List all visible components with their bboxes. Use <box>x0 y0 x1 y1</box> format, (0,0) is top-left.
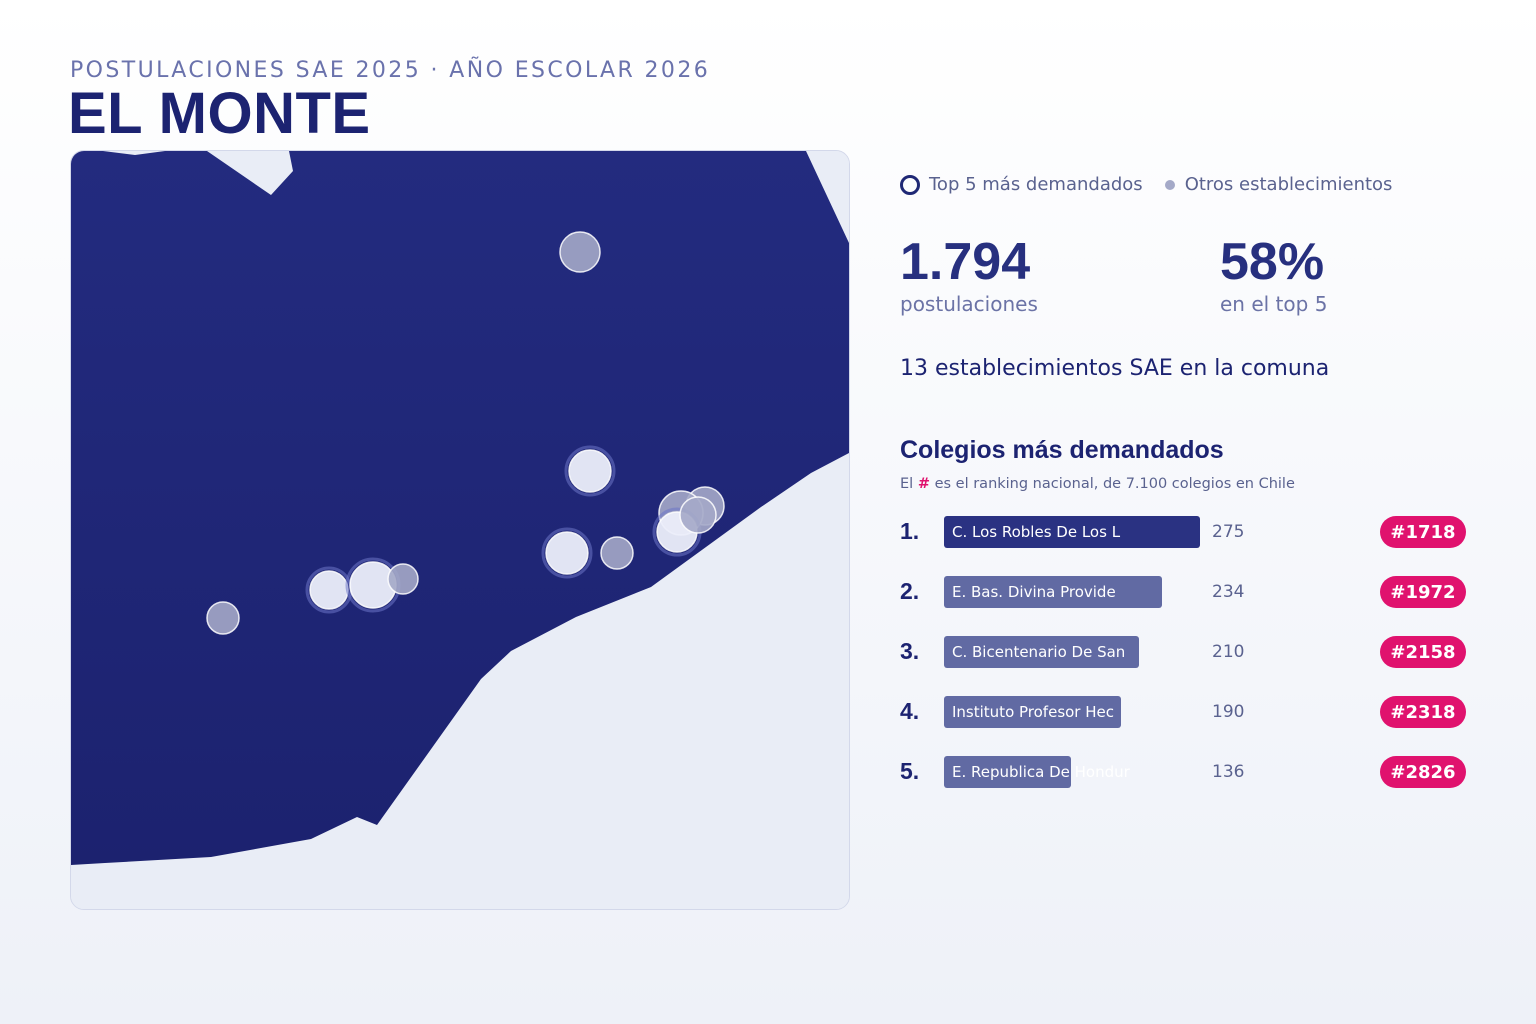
national-rank-badge: #2826 <box>1380 756 1466 788</box>
ranking-note-hash: # <box>917 476 930 492</box>
application-count: 136 <box>1212 762 1245 782</box>
school-name: Instituto Profesor Hec <box>952 703 1114 721</box>
school-marker-other[interactable] <box>206 601 240 635</box>
ranking-row[interactable]: 5. E. Republica De Hondur 136 #2826 <box>900 756 1466 788</box>
national-rank-badge: #2318 <box>1380 696 1466 728</box>
ranking-title: Colegios más demandados <box>900 436 1224 464</box>
stat-applications-label: postulaciones <box>900 292 1038 316</box>
demand-bar <box>944 516 1200 548</box>
application-count: 190 <box>1212 702 1245 722</box>
national-rank-badge: #1718 <box>1380 516 1466 548</box>
map-canvas <box>71 151 849 909</box>
demand-bar <box>944 756 1071 788</box>
rank-number: 2. <box>900 578 920 604</box>
school-marker-top5[interactable] <box>309 570 349 610</box>
national-rank-badge: #2158 <box>1380 636 1466 668</box>
rank-number: 1. <box>900 518 920 544</box>
school-name: E. Republica De Hondur <box>952 763 1130 781</box>
commune-map[interactable] <box>70 150 850 910</box>
demand-bar <box>944 696 1121 728</box>
school-marker-top5[interactable] <box>545 531 589 575</box>
page-title: EL MONTE <box>68 81 371 146</box>
school-marker-top5[interactable] <box>568 449 612 493</box>
stat-top5-share-value: 58% <box>1220 233 1325 291</box>
school-marker-other[interactable] <box>387 563 419 595</box>
school-name: C. Los Robles De Los L <box>952 523 1121 541</box>
rank-number: 5. <box>900 758 920 784</box>
application-count: 210 <box>1212 642 1245 662</box>
stat-top5-share: 58% en el top 5 <box>1220 232 1327 316</box>
ranking-row[interactable]: 2. E. Bas. Divina Provide 234 #1972 <box>900 576 1466 608</box>
ranking-note: El # es el ranking nacional, de 7.100 co… <box>900 476 1295 492</box>
school-marker-other[interactable] <box>559 231 601 273</box>
ranking-row[interactable]: 3. C. Bicentenario De San 210 #2158 <box>900 636 1466 668</box>
application-count: 234 <box>1212 582 1245 602</box>
top5-marker-halo <box>564 445 616 497</box>
ranking-row[interactable]: 1. C. Los Robles De Los L 275 #1718 <box>900 516 1466 548</box>
application-count: 275 <box>1212 522 1245 542</box>
school-name: E. Bas. Divina Provide <box>952 583 1116 601</box>
commune-shape <box>71 151 849 865</box>
school-marker-other[interactable] <box>679 496 717 534</box>
ranking-note-prefix: El <box>900 476 914 492</box>
stat-applications: 1.794 postulaciones <box>900 232 1038 316</box>
rank-number: 4. <box>900 698 920 724</box>
national-rank-badge: #1972 <box>1380 576 1466 608</box>
ranking-row[interactable]: 4. Instituto Profesor Hec 190 #2318 <box>900 696 1466 728</box>
other-dot-icon <box>1164 179 1175 190</box>
top5-ring-icon <box>900 174 920 195</box>
school-marker-other[interactable] <box>600 536 634 570</box>
legend-others-label: Otros establecimientos <box>1184 174 1393 195</box>
map-legend: Top 5 más demandados Otros establecimien… <box>900 174 1392 195</box>
demand-bar <box>944 636 1139 668</box>
top5-marker-halo <box>541 527 593 579</box>
school-name: C. Bicentenario De San <box>952 643 1126 661</box>
rank-number: 3. <box>900 638 920 664</box>
schools-summary: 13 establecimientos SAE en la comuna <box>900 356 1330 381</box>
ranking-note-suffix: es el ranking nacional, de 7.100 colegio… <box>934 476 1295 492</box>
page-eyebrow: POSTULACIONES SAE 2025 · AÑO ESCOLAR 202… <box>70 58 711 83</box>
stat-top5-share-label: en el top 5 <box>1220 292 1328 316</box>
demand-bar <box>944 576 1162 608</box>
stat-applications-value: 1.794 <box>900 233 1031 291</box>
legend-top5-label: Top 5 más demandados <box>929 174 1143 195</box>
